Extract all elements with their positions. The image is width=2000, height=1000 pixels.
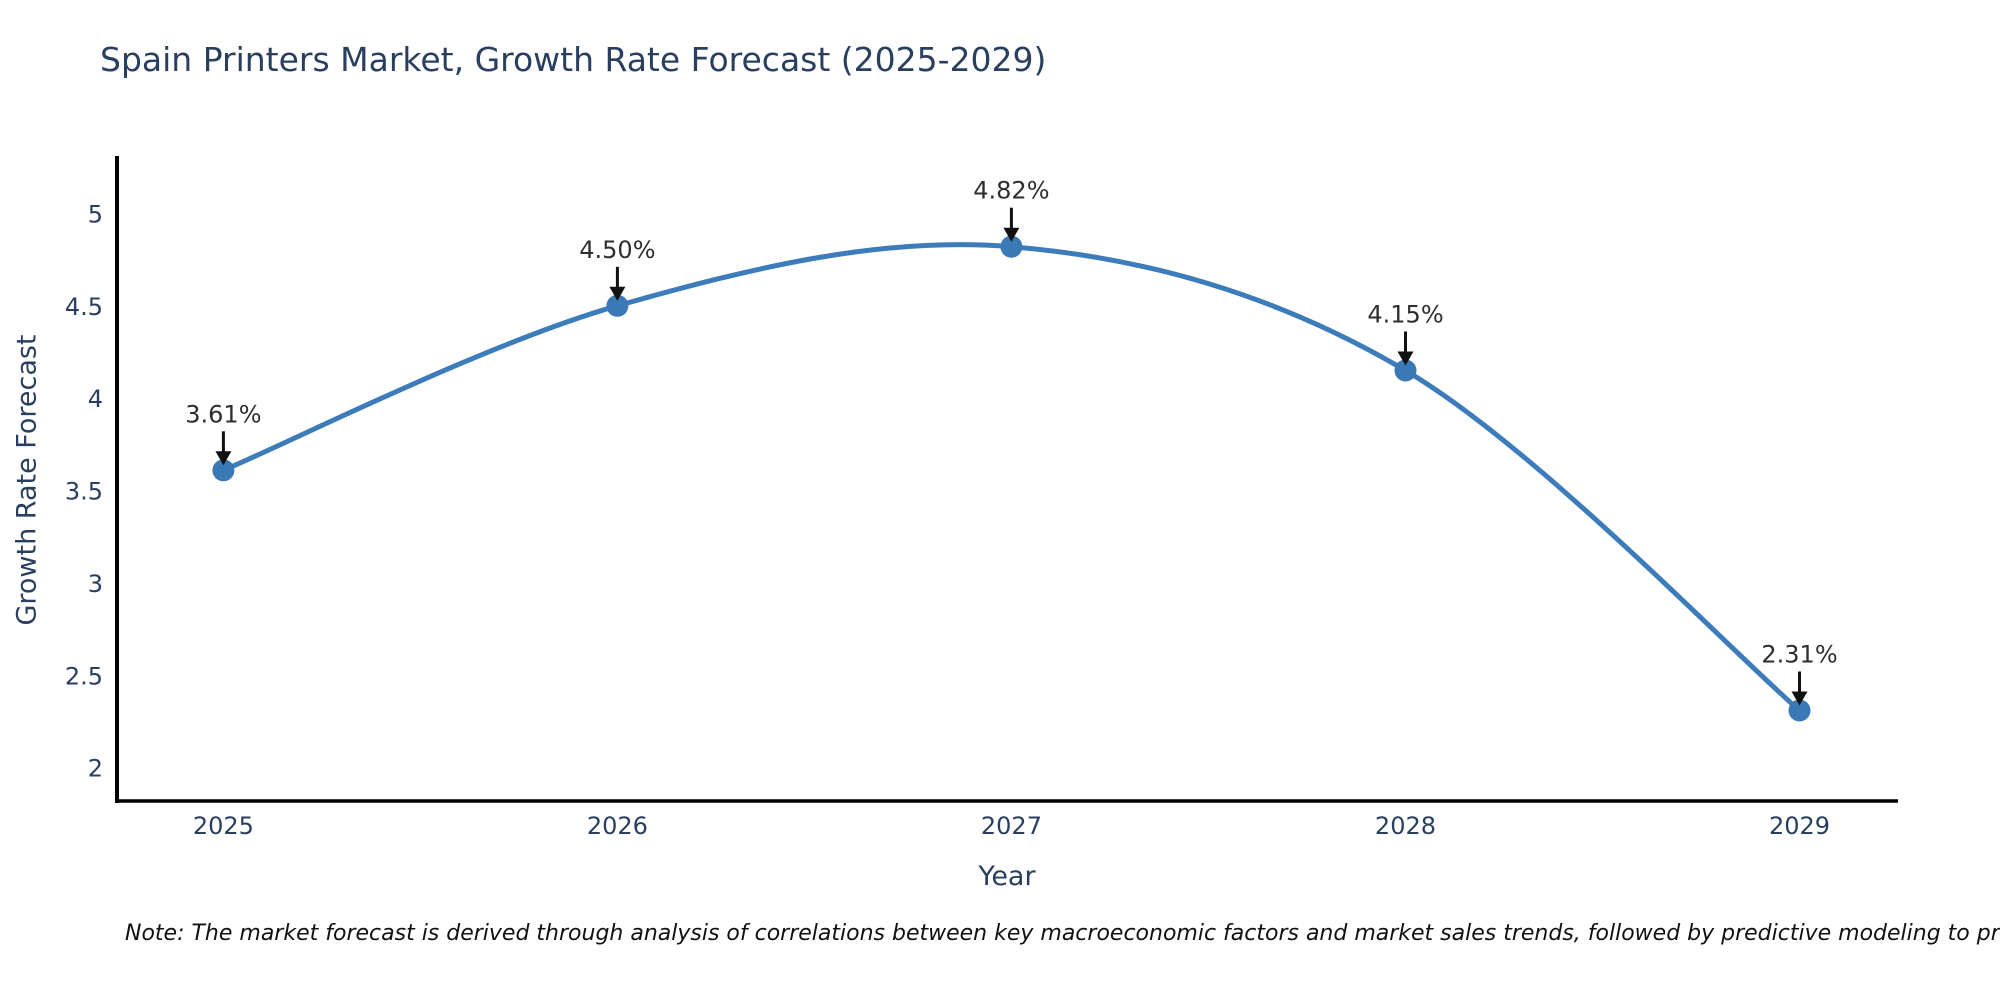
annotation-arrow-head — [215, 451, 232, 466]
y-tick-label: 2.5 — [65, 662, 103, 690]
annotation-arrow-head — [1397, 351, 1414, 366]
y-tick-label: 3.5 — [65, 478, 103, 506]
y-tick-label: 5 — [88, 200, 103, 228]
x-tick-label: 2027 — [981, 812, 1042, 840]
y-tick-label: 2 — [88, 755, 103, 783]
x-axis-title: Year — [978, 861, 1036, 892]
footnote: Note: The market forecast is derived thr… — [125, 921, 2000, 946]
data-point-marker — [1394, 359, 1417, 382]
x-tick-label: 2029 — [1769, 812, 1830, 840]
annotation-label: 2.31% — [1761, 641, 1837, 669]
y-tick-label: 3 — [88, 570, 103, 598]
annotation-arrow-head — [609, 286, 626, 301]
data-point-marker — [606, 294, 629, 317]
x-tick-label: 2026 — [587, 812, 648, 840]
data-point-marker — [1788, 699, 1811, 722]
annotation-label: 4.50% — [579, 236, 655, 264]
annotation-arrow-head — [1791, 691, 1808, 706]
y-tick-label: 4.5 — [65, 293, 103, 321]
y-tick-label: 4 — [88, 385, 103, 413]
data-point-marker — [1000, 235, 1023, 258]
annotation-label: 3.61% — [185, 400, 261, 428]
chart-title: Spain Printers Market, Growth Rate Forec… — [100, 40, 1047, 79]
annotation-label: 4.82% — [973, 177, 1049, 205]
x-tick-label: 2025 — [193, 812, 254, 840]
annotation-arrow-head — [1003, 227, 1020, 242]
annotation-label: 4.15% — [1367, 301, 1443, 329]
data-point-marker — [212, 459, 235, 482]
x-tick-label: 2028 — [1375, 812, 1436, 840]
plot-line — [220, 242, 1802, 713]
